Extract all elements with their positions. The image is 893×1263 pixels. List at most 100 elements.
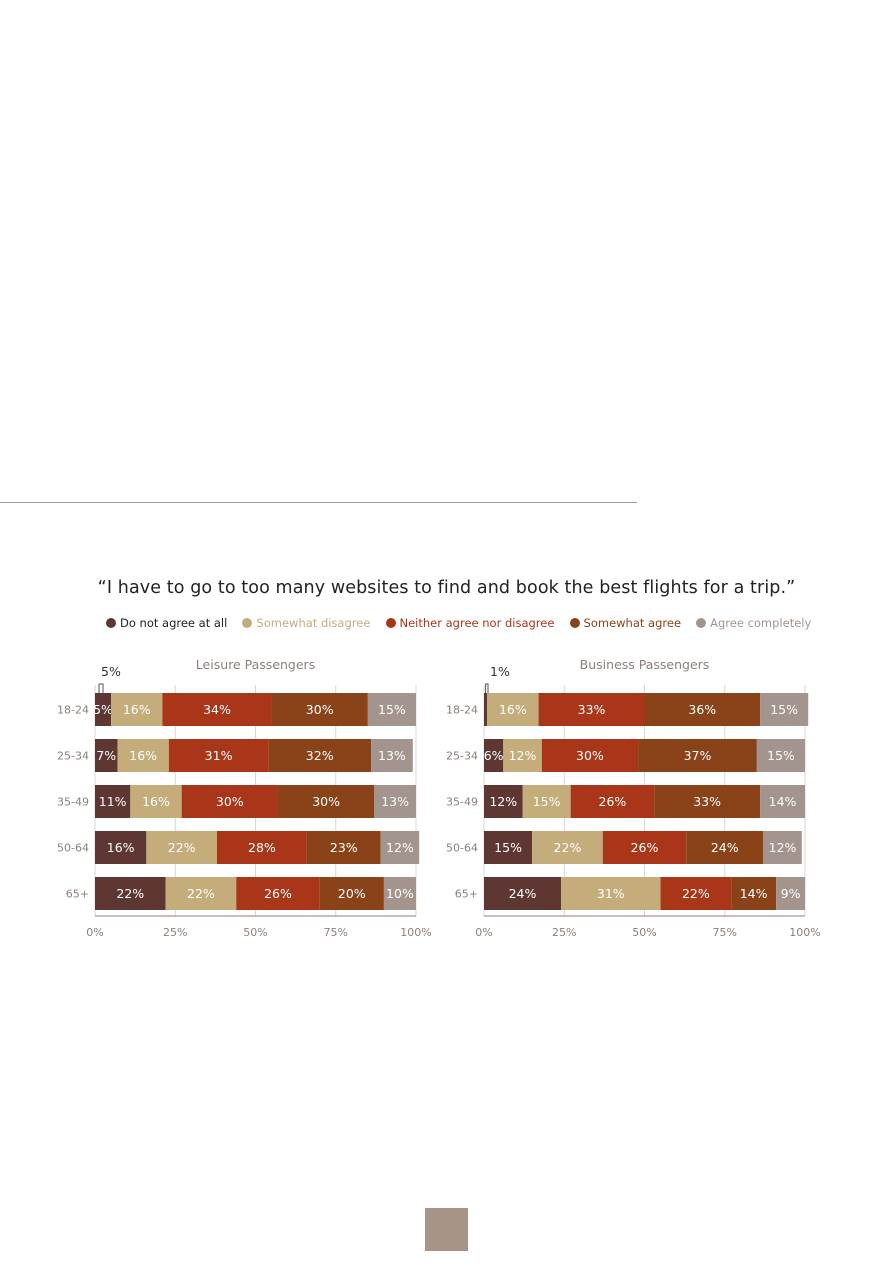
category-label: 35-49	[57, 796, 89, 809]
data-label: 10%	[386, 886, 414, 901]
bar-segment	[168, 739, 269, 772]
bar-segment	[95, 831, 147, 864]
data-label: 22%	[187, 886, 215, 901]
category-label: 25-34	[446, 750, 478, 763]
legend-swatch	[106, 618, 116, 628]
chart-legend: Do not agree at all Somewhat disagree Ne…	[106, 612, 821, 630]
bar-segment	[484, 739, 504, 772]
data-label: 31%	[597, 886, 625, 901]
bar-segment	[484, 785, 523, 818]
x-tick-label: 25%	[163, 926, 187, 939]
page-number-box	[425, 1208, 468, 1251]
bar-segment	[277, 785, 375, 818]
data-label: 26%	[599, 794, 627, 809]
category-label: 65+	[455, 888, 478, 901]
bar-segment	[111, 693, 163, 726]
data-label: 14%	[740, 886, 768, 901]
data-label: 13%	[381, 794, 409, 809]
category-label: 18-24	[57, 704, 89, 717]
legend-label: Agree completely	[710, 616, 812, 630]
data-label: 12%	[386, 840, 414, 855]
chart-panel-0: Leisure Passengers 0% 25% 50% 75% 100% 18-24 5%…	[57, 657, 432, 939]
x-tick-label: 0%	[86, 926, 103, 939]
data-label: 15%	[533, 794, 561, 809]
panel-title: Business Passengers	[580, 657, 710, 672]
category-label: 50-64	[446, 842, 478, 855]
bar-segment	[181, 785, 278, 818]
data-label: 12%	[489, 794, 517, 809]
data-label: 36%	[688, 702, 716, 717]
data-label: 7%	[96, 748, 116, 763]
bar-segment	[561, 877, 661, 910]
data-label: 37%	[684, 748, 712, 763]
legend-label: Somewhat agree	[583, 616, 682, 630]
legend-label: Somewhat disagree	[256, 616, 371, 630]
bar-segment	[570, 785, 655, 818]
data-label: 24%	[509, 886, 537, 901]
legend-item-agree-completely: Agree completely	[696, 616, 811, 630]
data-label: 16%	[142, 794, 170, 809]
bar-segment	[162, 693, 272, 726]
data-label: 24%	[711, 840, 739, 855]
data-label: 5%	[93, 702, 113, 717]
callout-line	[485, 683, 489, 693]
category-label: 18-24	[446, 704, 478, 717]
bar-segment	[776, 877, 805, 910]
callout-label: 5%	[101, 664, 121, 679]
bar-segment	[541, 739, 639, 772]
bar-segment	[484, 693, 488, 726]
x-tick-label: 50%	[243, 926, 267, 939]
bar-segment	[367, 693, 416, 726]
bar-segment	[522, 785, 571, 818]
bar-segment	[538, 693, 645, 726]
bar-segment	[383, 877, 416, 910]
callout-label: 1%	[490, 664, 510, 679]
data-label: 9%	[781, 886, 801, 901]
data-label: 6%	[484, 748, 504, 763]
data-label: 30%	[576, 748, 604, 763]
data-label: 13%	[378, 748, 406, 763]
x-tick-label: 75%	[713, 926, 737, 939]
legend-item-neither: Neither agree nor disagree	[385, 616, 555, 630]
bar-segment	[117, 739, 169, 772]
x-tick-label: 25%	[552, 926, 576, 939]
data-label: 30%	[216, 794, 244, 809]
data-label: 12%	[769, 840, 797, 855]
data-label: 16%	[107, 840, 135, 855]
chart-area: Leisure Passengers 0% 25% 50% 75% 100% 18-24 5%…	[57, 657, 821, 939]
bar-segment	[95, 877, 166, 910]
data-label: 32%	[306, 748, 334, 763]
bar-segment	[487, 693, 539, 726]
category-label: 35-49	[446, 796, 478, 809]
data-label: 33%	[693, 794, 721, 809]
legend-label: Neither agree nor disagree	[399, 616, 555, 630]
data-label: 23%	[330, 840, 358, 855]
bar-segment	[763, 831, 802, 864]
data-label: 15%	[767, 748, 795, 763]
bar-segment	[236, 877, 320, 910]
bar-segment	[756, 739, 805, 772]
bar-segment	[271, 693, 368, 726]
legend-item-do-not-agree: Do not agree at all	[106, 616, 227, 630]
bar-segment	[95, 785, 131, 818]
data-label: 22%	[682, 886, 710, 901]
bar-segment	[95, 693, 112, 726]
bar-segment	[760, 693, 809, 726]
callout-line	[98, 683, 104, 693]
chart-title: “I have to go to too many websites to fi…	[97, 578, 796, 598]
data-label: 22%	[116, 886, 144, 901]
data-label: 14%	[769, 794, 797, 809]
category-label: 50-64	[57, 842, 89, 855]
data-label: 28%	[248, 840, 276, 855]
bar-segment	[654, 785, 761, 818]
bar-segment	[484, 877, 562, 910]
data-label: 16%	[499, 702, 527, 717]
bar-segment	[371, 739, 413, 772]
data-label: 15%	[378, 702, 406, 717]
data-label: 30%	[312, 794, 340, 809]
bar-segment	[380, 831, 420, 864]
data-label: 34%	[203, 702, 231, 717]
bar-segment	[503, 739, 542, 772]
x-tick-label: 50%	[632, 926, 656, 939]
legend-item-somewhat-agree: Somewhat agree	[569, 616, 682, 630]
